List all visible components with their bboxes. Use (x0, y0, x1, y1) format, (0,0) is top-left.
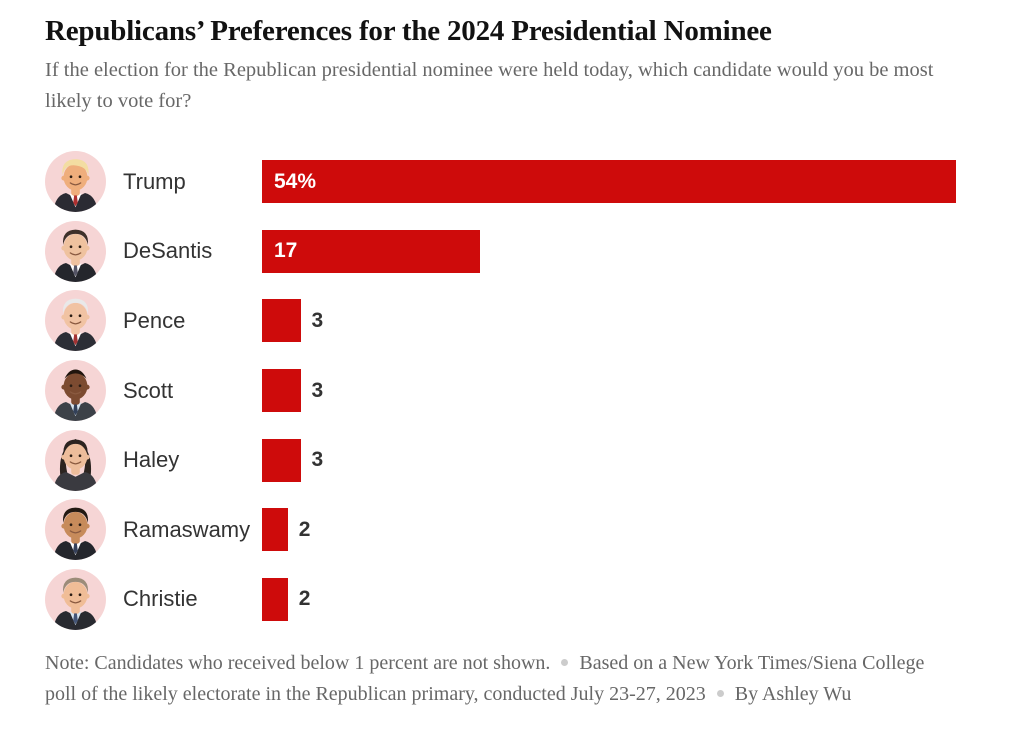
candidate-avatar (45, 429, 106, 491)
candidate-avatar (45, 220, 106, 282)
bar-track: 17 (262, 229, 956, 273)
footnote: Note: Candidates who received below 1 pe… (45, 648, 956, 710)
candidate-avatar (45, 568, 106, 630)
footnote-segment: Based on a New York Times/Siena College … (45, 652, 925, 706)
bar (262, 369, 301, 413)
candidate-avatar (45, 151, 106, 213)
value-label: 2 (298, 517, 311, 541)
candidate-avatar (45, 290, 106, 352)
page-title: Republicans’ Preferences for the 2024 Pr… (45, 15, 772, 47)
chart-row: Christie 2 (45, 565, 956, 635)
bar (262, 508, 288, 552)
chart-row: Ramaswamy 2 (45, 495, 956, 565)
bullet-separator-icon (716, 690, 724, 698)
chart-row: DeSantis 17 (45, 217, 956, 287)
value-label: 54% (274, 169, 317, 193)
bar (262, 577, 288, 621)
chart-row: Trump 54% (45, 147, 956, 217)
bar-track: 3 (262, 438, 956, 482)
chart-row: Pence 3 (45, 286, 956, 356)
bar-track: 2 (262, 508, 956, 552)
candidate-label: Scott (123, 377, 174, 403)
bar (262, 299, 301, 343)
bar-track: 54% (262, 160, 956, 204)
page-subtitle: If the election for the Republican presi… (45, 59, 934, 112)
candidate-label: Christie (123, 586, 198, 612)
footnote-segment: By Ashley Wu (734, 683, 852, 706)
bar: 54% (262, 160, 956, 204)
bar-track: 3 (262, 369, 956, 413)
bar: 17 (262, 229, 481, 273)
bullet-separator-icon (561, 659, 569, 667)
footnote-segment: Note: Candidates who received below 1 pe… (45, 652, 551, 675)
bar-track: 2 (262, 577, 956, 621)
candidate-label: DeSantis (123, 238, 213, 264)
value-label: 17 (274, 239, 298, 263)
bar-chart: Trump 54% DeSantis 17 Pence 3 Scott 3 Haley 3… (45, 147, 956, 634)
value-label: 2 (298, 587, 311, 611)
value-label: 3 (311, 308, 324, 332)
chart-row: Haley 3 (45, 425, 956, 495)
candidate-avatar (45, 499, 106, 561)
candidate-avatar (45, 360, 106, 422)
candidate-label: Trump (123, 168, 186, 194)
value-label: 3 (311, 378, 324, 402)
chart-row: Scott 3 (45, 356, 956, 426)
candidate-label: Haley (123, 447, 180, 473)
value-label: 3 (311, 448, 324, 472)
bar (262, 438, 301, 482)
bar-track: 3 (262, 299, 956, 343)
candidate-label: Pence (123, 307, 186, 333)
candidate-label: Ramaswamy (123, 516, 251, 542)
